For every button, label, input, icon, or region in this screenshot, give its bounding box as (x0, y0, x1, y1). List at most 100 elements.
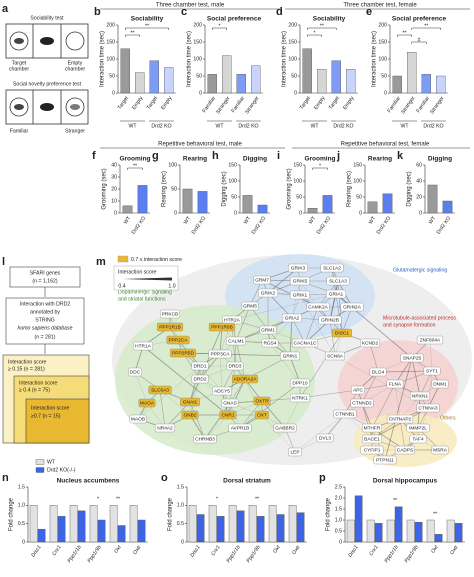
y-tick-label: 100 (353, 178, 362, 184)
y-tick-label: 150 (106, 39, 115, 45)
cluster-label: Others (440, 415, 456, 421)
node (332, 328, 352, 338)
panel-label: g (152, 150, 159, 162)
edge (417, 407, 429, 440)
node (253, 275, 271, 285)
node-label: SLC1A2 (323, 266, 341, 272)
significance: ** (116, 497, 120, 503)
significance: * (319, 163, 321, 169)
edge (164, 401, 191, 429)
node (255, 410, 269, 420)
y-tick-label: 100 (228, 178, 237, 184)
x-tick-label: Oxtr (291, 544, 302, 556)
node-label: GRIK3 (291, 266, 306, 272)
edge (159, 389, 166, 429)
significance: ** (320, 23, 324, 29)
node-label: PPP2R5D (172, 351, 194, 357)
panel-title: Grooming (304, 156, 335, 163)
y-tick-label: 100 (288, 56, 297, 62)
y-tick-label: 1.0 (18, 503, 25, 509)
y-tick-label: 1.0 (335, 517, 342, 523)
node-label: GRIK2 (261, 291, 276, 297)
node (351, 385, 365, 395)
node-label: SCN8A (327, 354, 344, 360)
y-tick-label: 100 (378, 56, 387, 62)
y-tick-label: 150 (378, 39, 387, 45)
node (360, 445, 384, 455)
y-axis-label: Fold change (9, 497, 15, 531)
legend-tick: 0.4 (118, 283, 125, 289)
edge (291, 280, 301, 319)
y-tick-label: 100 (193, 56, 202, 62)
node (226, 336, 246, 346)
edge (227, 378, 246, 416)
y-axis-label: Interaction time (sec) (187, 31, 193, 87)
x-tick-label: Ppp1r1b (67, 544, 83, 564)
node-label: ZNF804A (420, 338, 441, 344)
node-label: KCND2 (362, 341, 379, 347)
node (156, 322, 184, 332)
node (325, 351, 345, 361)
flow-text: ≥0.7 (n = 15) (31, 413, 61, 419)
y-tick-label: 0 (359, 210, 362, 216)
node-label: CHRNB3 (195, 437, 215, 443)
significance: ** (433, 511, 437, 517)
node-label: GRIN2A (343, 305, 362, 311)
edge (335, 293, 343, 334)
edge (134, 345, 144, 373)
node-label: DLG4 (372, 370, 385, 376)
node-label: SNAP25 (403, 356, 422, 362)
y-tick-label: 100 (168, 162, 177, 168)
bar (137, 519, 146, 543)
significance: * (97, 497, 99, 503)
x-tick-label: Target (117, 95, 131, 111)
node-label: PTPN11 (376, 458, 394, 464)
bar (29, 505, 38, 543)
node (219, 410, 237, 420)
y-tick-label: 40 (416, 178, 422, 184)
bar (188, 505, 197, 543)
node-label: DDC (130, 370, 141, 376)
bar (251, 65, 261, 94)
y-axis-label: Grooming (sec) (287, 168, 293, 209)
node-label: GRM1 (261, 328, 275, 334)
node-label: SLC1A3 (329, 279, 347, 285)
chamber-label: chamber (9, 66, 29, 72)
x-tick-label: WT (123, 215, 133, 226)
y-tick-label: 1.0 (177, 503, 184, 509)
y-tick-label: 200 (288, 22, 297, 28)
edge (239, 382, 301, 429)
flow-text: Interaction score (19, 380, 57, 386)
edge (361, 371, 379, 404)
edge (371, 427, 386, 461)
section-header: Three chamber test, female (343, 3, 417, 9)
cage (9, 97, 29, 117)
node (169, 348, 197, 358)
x-tick-label: Drd2 KO (376, 215, 392, 235)
x-tick-label: Ppp1r1b (226, 544, 242, 564)
panel-title: Digging (243, 156, 267, 163)
significance: ** (145, 23, 149, 29)
node-label: DRD2 (193, 377, 206, 383)
test-title: Social novelty preference test (13, 81, 82, 87)
y-tick-label: 50 (196, 73, 202, 79)
y-axis-label: Digging (sec) (407, 171, 413, 206)
y-tick-label: 20 (416, 194, 422, 200)
legend-swatch (35, 459, 45, 465)
panel-a: a Sociability test Target chamber Empty … (2, 3, 89, 134)
bar (346, 68, 356, 94)
y-tick-label: 2.0 (335, 495, 342, 501)
mouse (40, 37, 54, 45)
y-tick-label: 100 (293, 178, 302, 184)
node (280, 351, 300, 361)
x-tick-label: Empty (131, 95, 145, 111)
bar (57, 516, 66, 543)
cluster-label: Dopaminergic signaling (118, 289, 172, 295)
node (400, 353, 424, 363)
node-label: HTR1A (135, 344, 152, 350)
node (326, 289, 346, 299)
y-tick-label: 0 (234, 210, 237, 216)
group-label: Drd2 KO (238, 123, 258, 129)
node-label: PPP3CA (211, 352, 231, 358)
x-tick-label: Drd2 KO (251, 215, 267, 235)
